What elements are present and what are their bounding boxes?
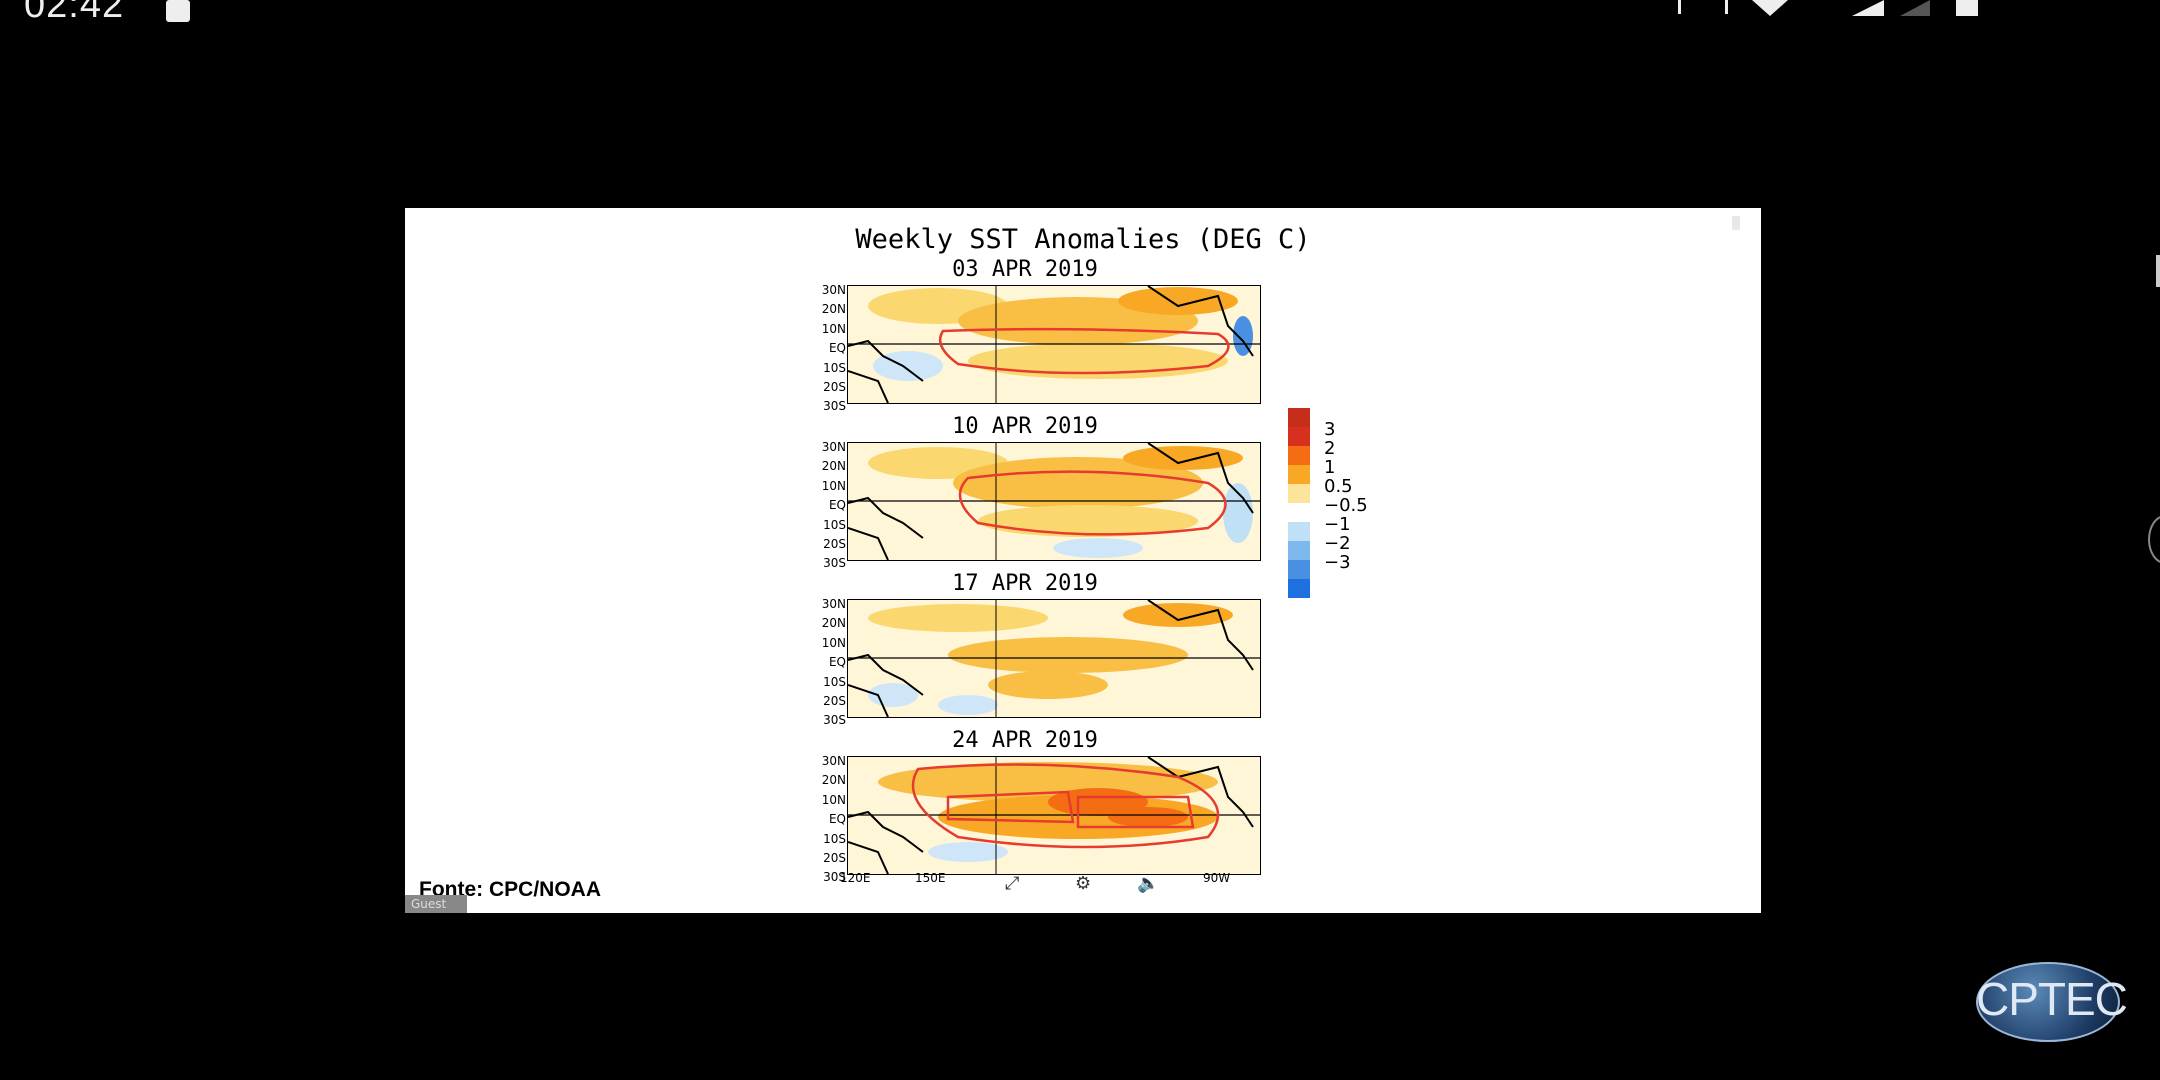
lat-label: 30S xyxy=(823,870,846,884)
settings-icon[interactable]: ⚙ xyxy=(1075,873,1092,894)
sst-map xyxy=(847,599,1261,718)
notification-icon xyxy=(166,0,190,22)
lat-label: EQ xyxy=(828,655,846,669)
maximize-icon[interactable] xyxy=(1732,216,1740,230)
legend-swatch xyxy=(1288,560,1310,579)
legend-swatch xyxy=(1288,503,1310,522)
lat-label: 20N xyxy=(821,459,846,473)
lat-label: EQ xyxy=(828,498,846,512)
lon-label: 90W xyxy=(1203,871,1231,885)
lat-label: 20S xyxy=(823,380,846,394)
lat-label: 10S xyxy=(823,518,846,532)
sst-panel-2: 10 APR 2019 30N 20N 10N EQ 10S 20S 30S xyxy=(790,414,1261,572)
lat-label: 30S xyxy=(823,556,846,570)
status-bar: 02:42 xyxy=(0,0,2160,26)
legend-swatch xyxy=(1288,427,1310,446)
sst-map xyxy=(847,442,1261,561)
video-frame[interactable]: Weekly SST Anomalies (DEG C) 03 APR 2019… xyxy=(405,208,1761,913)
lat-label: 30S xyxy=(823,399,846,413)
panel-date: 24 APR 2019 xyxy=(952,728,1098,753)
lat-label: 20N xyxy=(821,302,846,316)
legend-label: 2 xyxy=(1324,438,1336,459)
legend-label: 3 xyxy=(1324,419,1336,440)
edge-button-icon[interactable] xyxy=(2148,515,2160,564)
wifi-icon xyxy=(1752,0,1788,16)
lat-label: 20N xyxy=(821,773,846,787)
lon-label: 120E xyxy=(840,871,871,885)
lat-label: 20S xyxy=(823,537,846,551)
lat-label: 30N xyxy=(821,440,846,454)
legend-swatch xyxy=(1288,465,1310,484)
lat-label: 30N xyxy=(821,597,846,611)
sst-panel-1: 03 APR 2019 30N 20N 10N EQ 10S 20S 30S xyxy=(790,257,1261,415)
legend-swatch xyxy=(1288,484,1310,503)
legend-label: 1 xyxy=(1324,457,1336,478)
panel-date: 10 APR 2019 xyxy=(952,414,1098,439)
panel-date: 17 APR 2019 xyxy=(952,571,1098,596)
slide-title: Weekly SST Anomalies (DEG C) xyxy=(855,224,1311,255)
legend-swatch xyxy=(1288,522,1310,541)
signal-icon xyxy=(1852,0,1884,16)
lat-label: 10S xyxy=(823,675,846,689)
lat-label: 10S xyxy=(823,832,846,846)
vibrate-icon xyxy=(1678,0,1728,14)
lat-label: EQ xyxy=(828,341,846,355)
legend-swatch xyxy=(1288,579,1310,598)
lat-label: 30N xyxy=(821,283,846,297)
cptec-logo: CPTEC xyxy=(1976,962,2128,1042)
signal-2-icon xyxy=(1900,0,1930,16)
legend-label: −1 xyxy=(1324,514,1351,535)
sst-panel-4: 24 APR 2019 30N 20N 10N EQ 10S 20S 30S xyxy=(790,728,1261,886)
lat-label: 20S xyxy=(823,694,846,708)
lat-label: 10S xyxy=(823,361,846,375)
lat-label: 10N xyxy=(821,636,846,650)
lat-label: EQ xyxy=(828,812,846,826)
legend-label: −3 xyxy=(1324,552,1351,573)
lon-label: 150E xyxy=(915,871,946,885)
lat-label: 10N xyxy=(821,479,846,493)
sst-map xyxy=(847,756,1261,875)
legend-label: 0.5 xyxy=(1324,476,1353,497)
legend-label: −0.5 xyxy=(1324,495,1368,516)
fullscreen-icon[interactable]: ⤢ xyxy=(1005,873,1020,894)
panel-date: 03 APR 2019 xyxy=(952,257,1098,282)
lat-label: 30N xyxy=(821,754,846,768)
lat-label: 30S xyxy=(823,713,846,727)
logo-text: CPTEC xyxy=(1976,973,2128,1025)
legend-swatch xyxy=(1288,541,1310,560)
sst-map xyxy=(847,285,1261,404)
volume-icon[interactable]: 🔈 xyxy=(1137,873,1160,894)
status-time: 02:42 xyxy=(24,0,125,26)
lat-label: 20N xyxy=(821,616,846,630)
lat-label: 20S xyxy=(823,851,846,865)
legend-label: −2 xyxy=(1324,533,1351,554)
legend-swatch xyxy=(1288,408,1310,427)
lat-label: 10N xyxy=(821,793,846,807)
guest-badge: Guest xyxy=(405,895,467,913)
lat-label: 10N xyxy=(821,322,846,336)
battery-icon xyxy=(1956,0,1978,16)
sst-panel-3: 17 APR 2019 30N 20N 10N EQ 10S 20S 30S xyxy=(790,571,1261,729)
legend-swatch xyxy=(1288,446,1310,465)
edge-mark xyxy=(2156,255,2160,287)
